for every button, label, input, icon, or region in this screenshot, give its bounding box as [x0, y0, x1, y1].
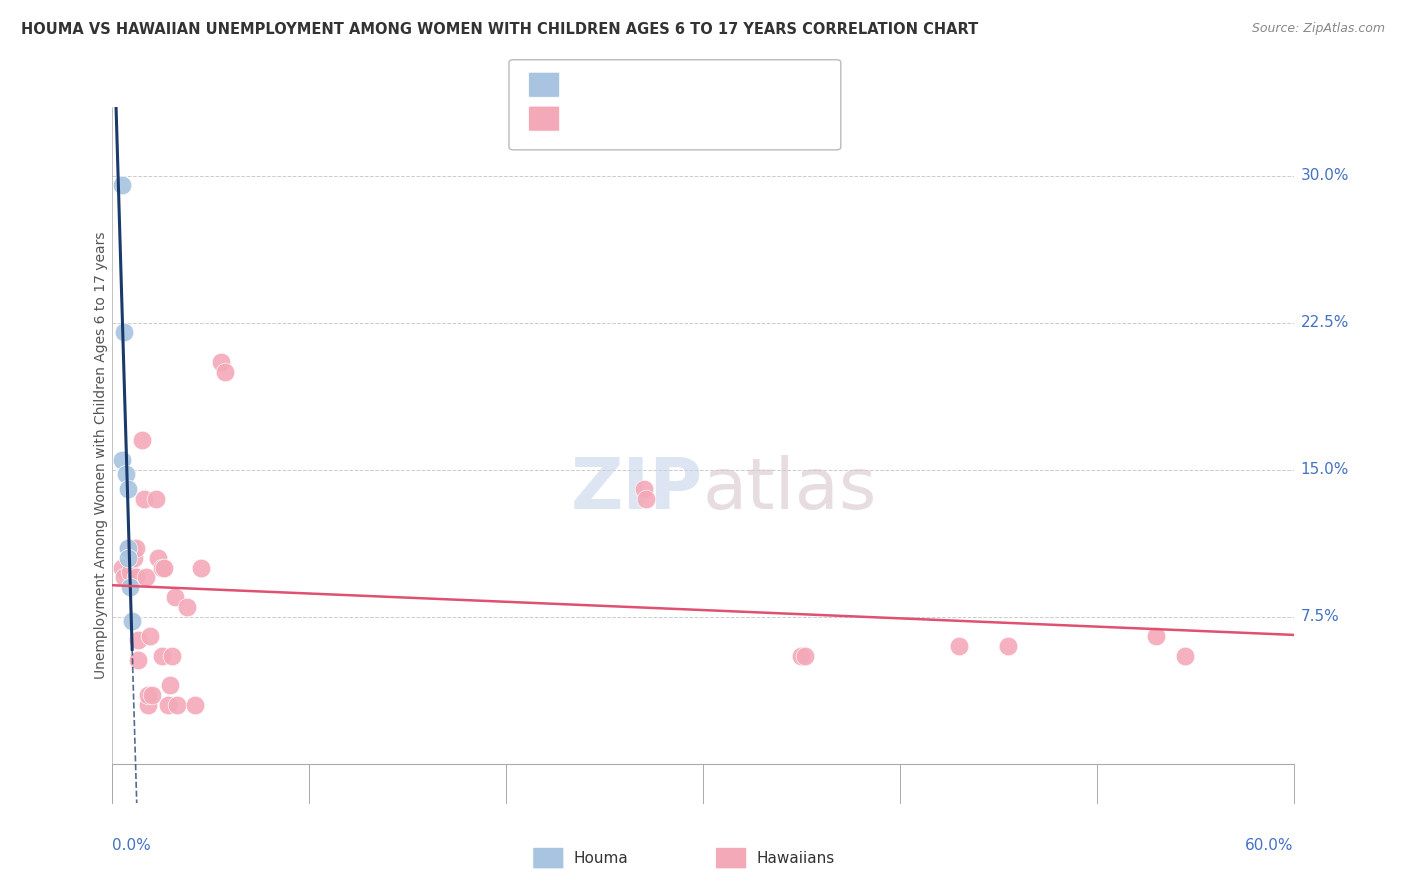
Point [1144, 629, 1167, 643]
Point [122, 550, 145, 565]
Point [125, 570, 148, 584]
Point [111, 560, 134, 574]
Point [156, 698, 179, 712]
Point [131, 434, 153, 448]
Point [634, 491, 657, 506]
Point [117, 482, 139, 496]
Point [112, 570, 135, 584]
Y-axis label: Unemployment Among Women with Children Ages 6 to 17 years: Unemployment Among Women with Children A… [94, 231, 108, 679]
Point [111, 178, 134, 193]
Text: HOUMA VS HAWAIIAN UNEMPLOYMENT AMONG WOMEN WITH CHILDREN AGES 6 TO 17 YEARS CORR: HOUMA VS HAWAIIAN UNEMPLOYMENT AMONG WOM… [21, 22, 979, 37]
Point [1174, 648, 1197, 663]
Text: N =: N = [685, 78, 718, 92]
Point [136, 688, 159, 702]
Point [132, 491, 155, 506]
Point [125, 541, 148, 555]
Text: 9: 9 [721, 76, 733, 94]
Point [136, 698, 159, 712]
Point [794, 648, 817, 663]
Point [121, 541, 143, 555]
Text: 40: 40 [721, 110, 744, 128]
Point [633, 482, 655, 496]
Point [117, 550, 139, 565]
Text: 0.013: 0.013 [612, 112, 659, 126]
Point [146, 550, 169, 565]
Point [115, 467, 138, 481]
Point [127, 653, 149, 667]
Text: 0.0%: 0.0% [112, 838, 152, 854]
Point [160, 648, 183, 663]
Point [117, 541, 139, 555]
Point [209, 355, 232, 369]
Text: N =: N = [685, 112, 718, 126]
Text: Houma: Houma [574, 851, 628, 865]
Point [152, 560, 174, 574]
Point [190, 560, 212, 574]
Point [120, 565, 142, 579]
Text: 30.0%: 30.0% [1301, 168, 1348, 183]
Text: R =: R = [569, 78, 603, 92]
Point [112, 326, 135, 340]
Point [790, 648, 813, 663]
Text: R =: R = [569, 112, 603, 126]
Point [214, 365, 236, 379]
Point [117, 541, 139, 555]
Text: ZIP: ZIP [571, 455, 703, 524]
Point [150, 560, 173, 574]
Point [176, 599, 198, 614]
Point [184, 698, 207, 712]
Text: 60.0%: 60.0% [1246, 838, 1294, 854]
Point [121, 614, 143, 628]
Text: 22.5%: 22.5% [1301, 315, 1348, 330]
Point [997, 639, 1019, 653]
Point [111, 452, 134, 467]
Text: 15.0%: 15.0% [1301, 462, 1348, 477]
Point [120, 580, 142, 594]
Point [150, 648, 173, 663]
Point [141, 688, 163, 702]
Point [159, 678, 181, 692]
Point [135, 570, 157, 584]
Text: 7.5%: 7.5% [1301, 609, 1340, 624]
Text: -0.215: -0.215 [612, 78, 666, 92]
Text: atlas: atlas [703, 455, 877, 524]
Point [127, 633, 149, 648]
Text: Source: ZipAtlas.com: Source: ZipAtlas.com [1251, 22, 1385, 36]
Point [948, 639, 970, 653]
Text: Hawaiians: Hawaiians [756, 851, 835, 865]
Point [165, 590, 187, 604]
Point [145, 491, 167, 506]
Point [166, 698, 188, 712]
Point [139, 629, 162, 643]
